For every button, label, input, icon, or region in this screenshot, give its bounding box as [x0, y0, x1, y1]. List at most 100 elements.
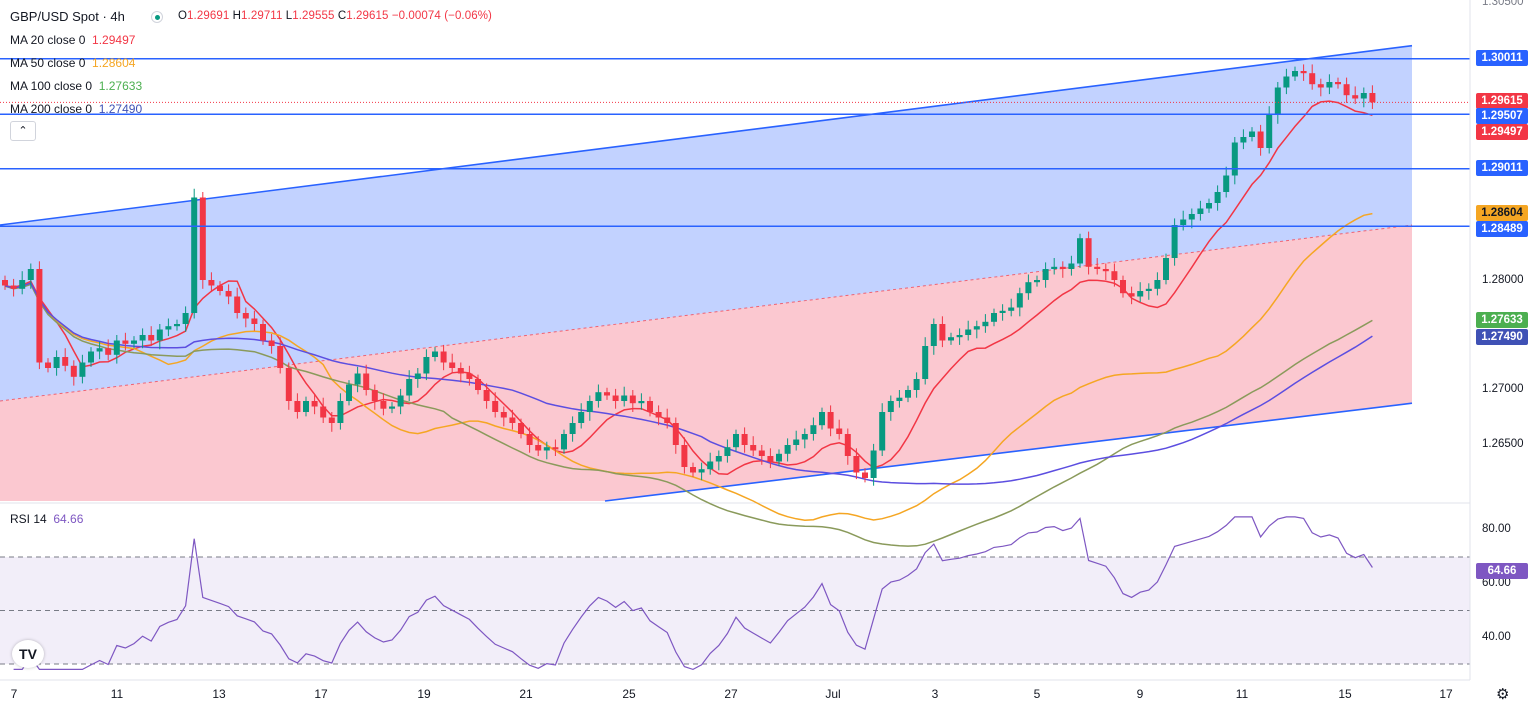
candle-body — [483, 390, 490, 401]
ma100-line — [4, 283, 1373, 547]
ohlc-readout: O1.29691 H1.29711 L1.29555 C1.29615 −0.0… — [178, 10, 492, 22]
candle-body — [518, 423, 524, 434]
ma200-legend[interactable]: MA 200 close 0 1.27490 — [10, 102, 142, 116]
time-tick: 25 — [622, 687, 636, 701]
chevron-up-icon[interactable]: ⌃ — [10, 121, 36, 141]
ma50-legend[interactable]: MA 50 close 0 1.28604 — [10, 56, 135, 70]
symbol-title[interactable]: GBP/USD Spot · 4h — [10, 9, 125, 24]
candle-body — [965, 329, 972, 335]
candle-body — [449, 362, 456, 368]
horizontal-levels-layer[interactable] — [0, 58, 1470, 227]
open-value: 1.29691 — [187, 10, 230, 22]
candle-body — [208, 280, 215, 286]
candle-body — [1317, 84, 1324, 88]
candle-body — [698, 469, 705, 473]
candle-body — [1188, 214, 1195, 220]
candle-body — [1102, 269, 1109, 272]
rsi-legend[interactable]: RSI 14 64.66 — [10, 512, 83, 526]
candle-body — [887, 401, 894, 412]
last-price-tag[interactable]: 1.29615 — [1476, 93, 1528, 109]
candle-body — [681, 445, 688, 467]
candle-body — [1300, 71, 1307, 74]
candle-body — [569, 423, 576, 434]
candle-body — [827, 412, 834, 429]
time-tick: 11 — [1235, 687, 1249, 701]
candle-body — [973, 326, 980, 330]
candle-body — [776, 453, 782, 462]
candle-body — [982, 321, 989, 327]
candle-body — [2, 280, 8, 286]
moving-averages-layer — [4, 100, 1373, 547]
rsi-tick-60: 60.00 — [1482, 577, 1511, 589]
candle-body — [853, 456, 860, 473]
tradingview-logo-icon[interactable]: TV — [12, 640, 44, 668]
ma100-tag: 1.27633 — [1476, 312, 1528, 328]
candle-body — [397, 395, 404, 407]
candle-body — [182, 313, 189, 324]
ma100-legend[interactable]: MA 100 close 0 1.27633 — [10, 79, 142, 93]
candles-layer[interactable] — [2, 64, 1376, 486]
level-tag-129011[interactable]: 1.29011 — [1476, 160, 1528, 176]
candle-body — [1360, 93, 1367, 99]
candle-body — [664, 417, 671, 423]
rsi-value-tag: 64.66 — [1476, 563, 1528, 579]
candle-body — [1008, 307, 1015, 311]
candle-body — [1059, 266, 1066, 269]
gear-icon[interactable]: ⚙ — [1496, 686, 1510, 703]
ma100-value: 1.27633 — [98, 79, 143, 93]
candle-body — [750, 445, 757, 451]
candle-body — [741, 434, 748, 445]
ma200-label: MA 200 close 0 — [10, 102, 93, 116]
time-tick: 11 — [110, 687, 124, 701]
candle-body — [79, 362, 86, 377]
ma20-line — [4, 100, 1373, 476]
time-tick: 5 — [1033, 687, 1041, 701]
time-tick: 17 — [314, 687, 328, 701]
candle-body — [242, 313, 249, 319]
low-value: 1.29555 — [292, 10, 335, 22]
candle-body — [139, 335, 146, 341]
rsi-tick-80: 80.00 — [1482, 523, 1511, 535]
candle-body — [1016, 293, 1023, 308]
level-tag-130011[interactable]: 1.30011 — [1476, 50, 1528, 66]
candle-body — [810, 425, 817, 434]
rsi-pane[interactable] — [0, 516, 1470, 671]
time-tick: 7 — [10, 687, 18, 701]
candle-body — [1326, 82, 1333, 88]
ma50-value: 1.28604 — [92, 56, 136, 70]
candle-body — [629, 395, 636, 404]
ma20-legend[interactable]: MA 20 close 0 1.29497 — [10, 33, 135, 47]
candle-body — [500, 412, 507, 418]
candle-body — [1352, 95, 1359, 99]
ma50-line — [4, 212, 1373, 521]
time-tick: 3 — [931, 687, 939, 701]
level-tag-129507[interactable]: 1.29507 — [1476, 108, 1528, 124]
candle-body — [457, 368, 464, 374]
candle-body — [862, 472, 868, 478]
open-label: O — [178, 10, 188, 22]
channel-fill-layer — [0, 44, 1413, 502]
channel-lower-line — [604, 402, 1413, 502]
level-tag-128489[interactable]: 1.28489 — [1476, 221, 1528, 237]
candle-body — [191, 197, 198, 313]
candle-body — [655, 412, 662, 418]
candle-body — [423, 357, 430, 374]
upper-channel-fill — [0, 45, 1412, 401]
candle-body — [466, 373, 473, 379]
candle-body — [380, 401, 387, 409]
candle-body — [1042, 269, 1049, 280]
candle-body — [156, 329, 163, 341]
price-tick-top: 1.30500 — [1482, 0, 1524, 8]
candle-body — [1085, 238, 1092, 267]
candle-body — [53, 357, 60, 368]
candle-body — [535, 445, 542, 451]
time-tick: 17 — [1439, 687, 1453, 701]
candle-body — [174, 324, 180, 327]
candle-body — [1111, 271, 1118, 280]
candle-body — [948, 337, 954, 341]
candle-body — [363, 373, 370, 390]
candle-body — [217, 285, 223, 291]
candle-body — [1274, 87, 1281, 115]
candle-body — [930, 324, 937, 346]
